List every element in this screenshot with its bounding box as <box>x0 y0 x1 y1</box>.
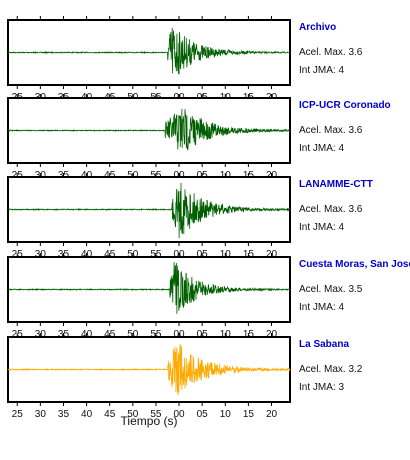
accel-max-label: Acel. Max. 3.2 <box>299 364 362 375</box>
tick-label: 10 <box>220 409 232 420</box>
jma-value: 4 <box>338 65 345 76</box>
waveform-trace <box>7 262 291 314</box>
accel-max-label: Acel. Max. 3.5 <box>299 284 362 295</box>
jma-prefix: Int JMA: <box>299 65 336 76</box>
jma-value: 3 <box>338 382 345 393</box>
accel-prefix: Acel. Max. <box>299 364 346 375</box>
accel-max-label: Acel. Max. 3.6 <box>299 47 362 58</box>
station-name: Archivo <box>299 22 337 33</box>
accel-prefix: Acel. Max. <box>299 284 346 295</box>
jma-intensity-label: Int JMA: 3 <box>299 382 344 393</box>
accel-max-label: Acel. Max. 3.6 <box>299 204 362 215</box>
tick-label: 25 <box>12 409 24 420</box>
jma-prefix: Int JMA: <box>299 302 336 313</box>
accel-value: 3.2 <box>348 364 363 375</box>
tick-label: 00 <box>173 409 185 420</box>
station-name: Cuesta Moras, San José <box>299 259 410 270</box>
jma-value: 4 <box>338 143 345 154</box>
tick-label: 40 <box>81 409 93 420</box>
jma-value: 4 <box>338 302 345 313</box>
jma-intensity-label: Int JMA: 4 <box>299 302 344 313</box>
jma-value: 4 <box>338 222 345 233</box>
tick-label: 30 <box>35 409 47 420</box>
tick-label: 45 <box>104 409 116 420</box>
jma-intensity-label: Int JMA: 4 <box>299 222 344 233</box>
x-axis-title: Tiempo (s) <box>120 414 178 428</box>
tick-label: 35 <box>58 409 70 420</box>
tick-label: 15 <box>243 409 255 420</box>
waveform-trace <box>7 108 291 151</box>
jma-prefix: Int JMA: <box>299 382 336 393</box>
jma-intensity-label: Int JMA: 4 <box>299 65 344 76</box>
accel-max-label: Acel. Max. 3.6 <box>299 125 362 136</box>
accel-value: 3.5 <box>348 284 363 295</box>
jma-prefix: Int JMA: <box>299 143 336 154</box>
accel-value: 3.6 <box>348 204 363 215</box>
accel-value: 3.6 <box>348 47 363 58</box>
station-name: La Sabana <box>299 339 350 350</box>
jma-prefix: Int JMA: <box>299 222 336 233</box>
waveform-trace <box>7 27 291 75</box>
waveform-trace <box>7 344 291 396</box>
station-name: LANAMME-CTT <box>299 179 373 190</box>
tick-label: 55 <box>150 409 162 420</box>
station-name: ICP-UCR Coronado <box>299 100 391 111</box>
waveform-trace <box>7 182 291 239</box>
accel-prefix: Acel. Max. <box>299 204 346 215</box>
accel-prefix: Acel. Max. <box>299 125 346 136</box>
accel-value: 3.6 <box>348 125 363 136</box>
jma-intensity-label: Int JMA: 4 <box>299 143 344 154</box>
tick-label: 20 <box>266 409 278 420</box>
tick-label: 50 <box>127 409 139 420</box>
accel-prefix: Acel. Max. <box>299 47 346 58</box>
tick-label: 05 <box>197 409 209 420</box>
